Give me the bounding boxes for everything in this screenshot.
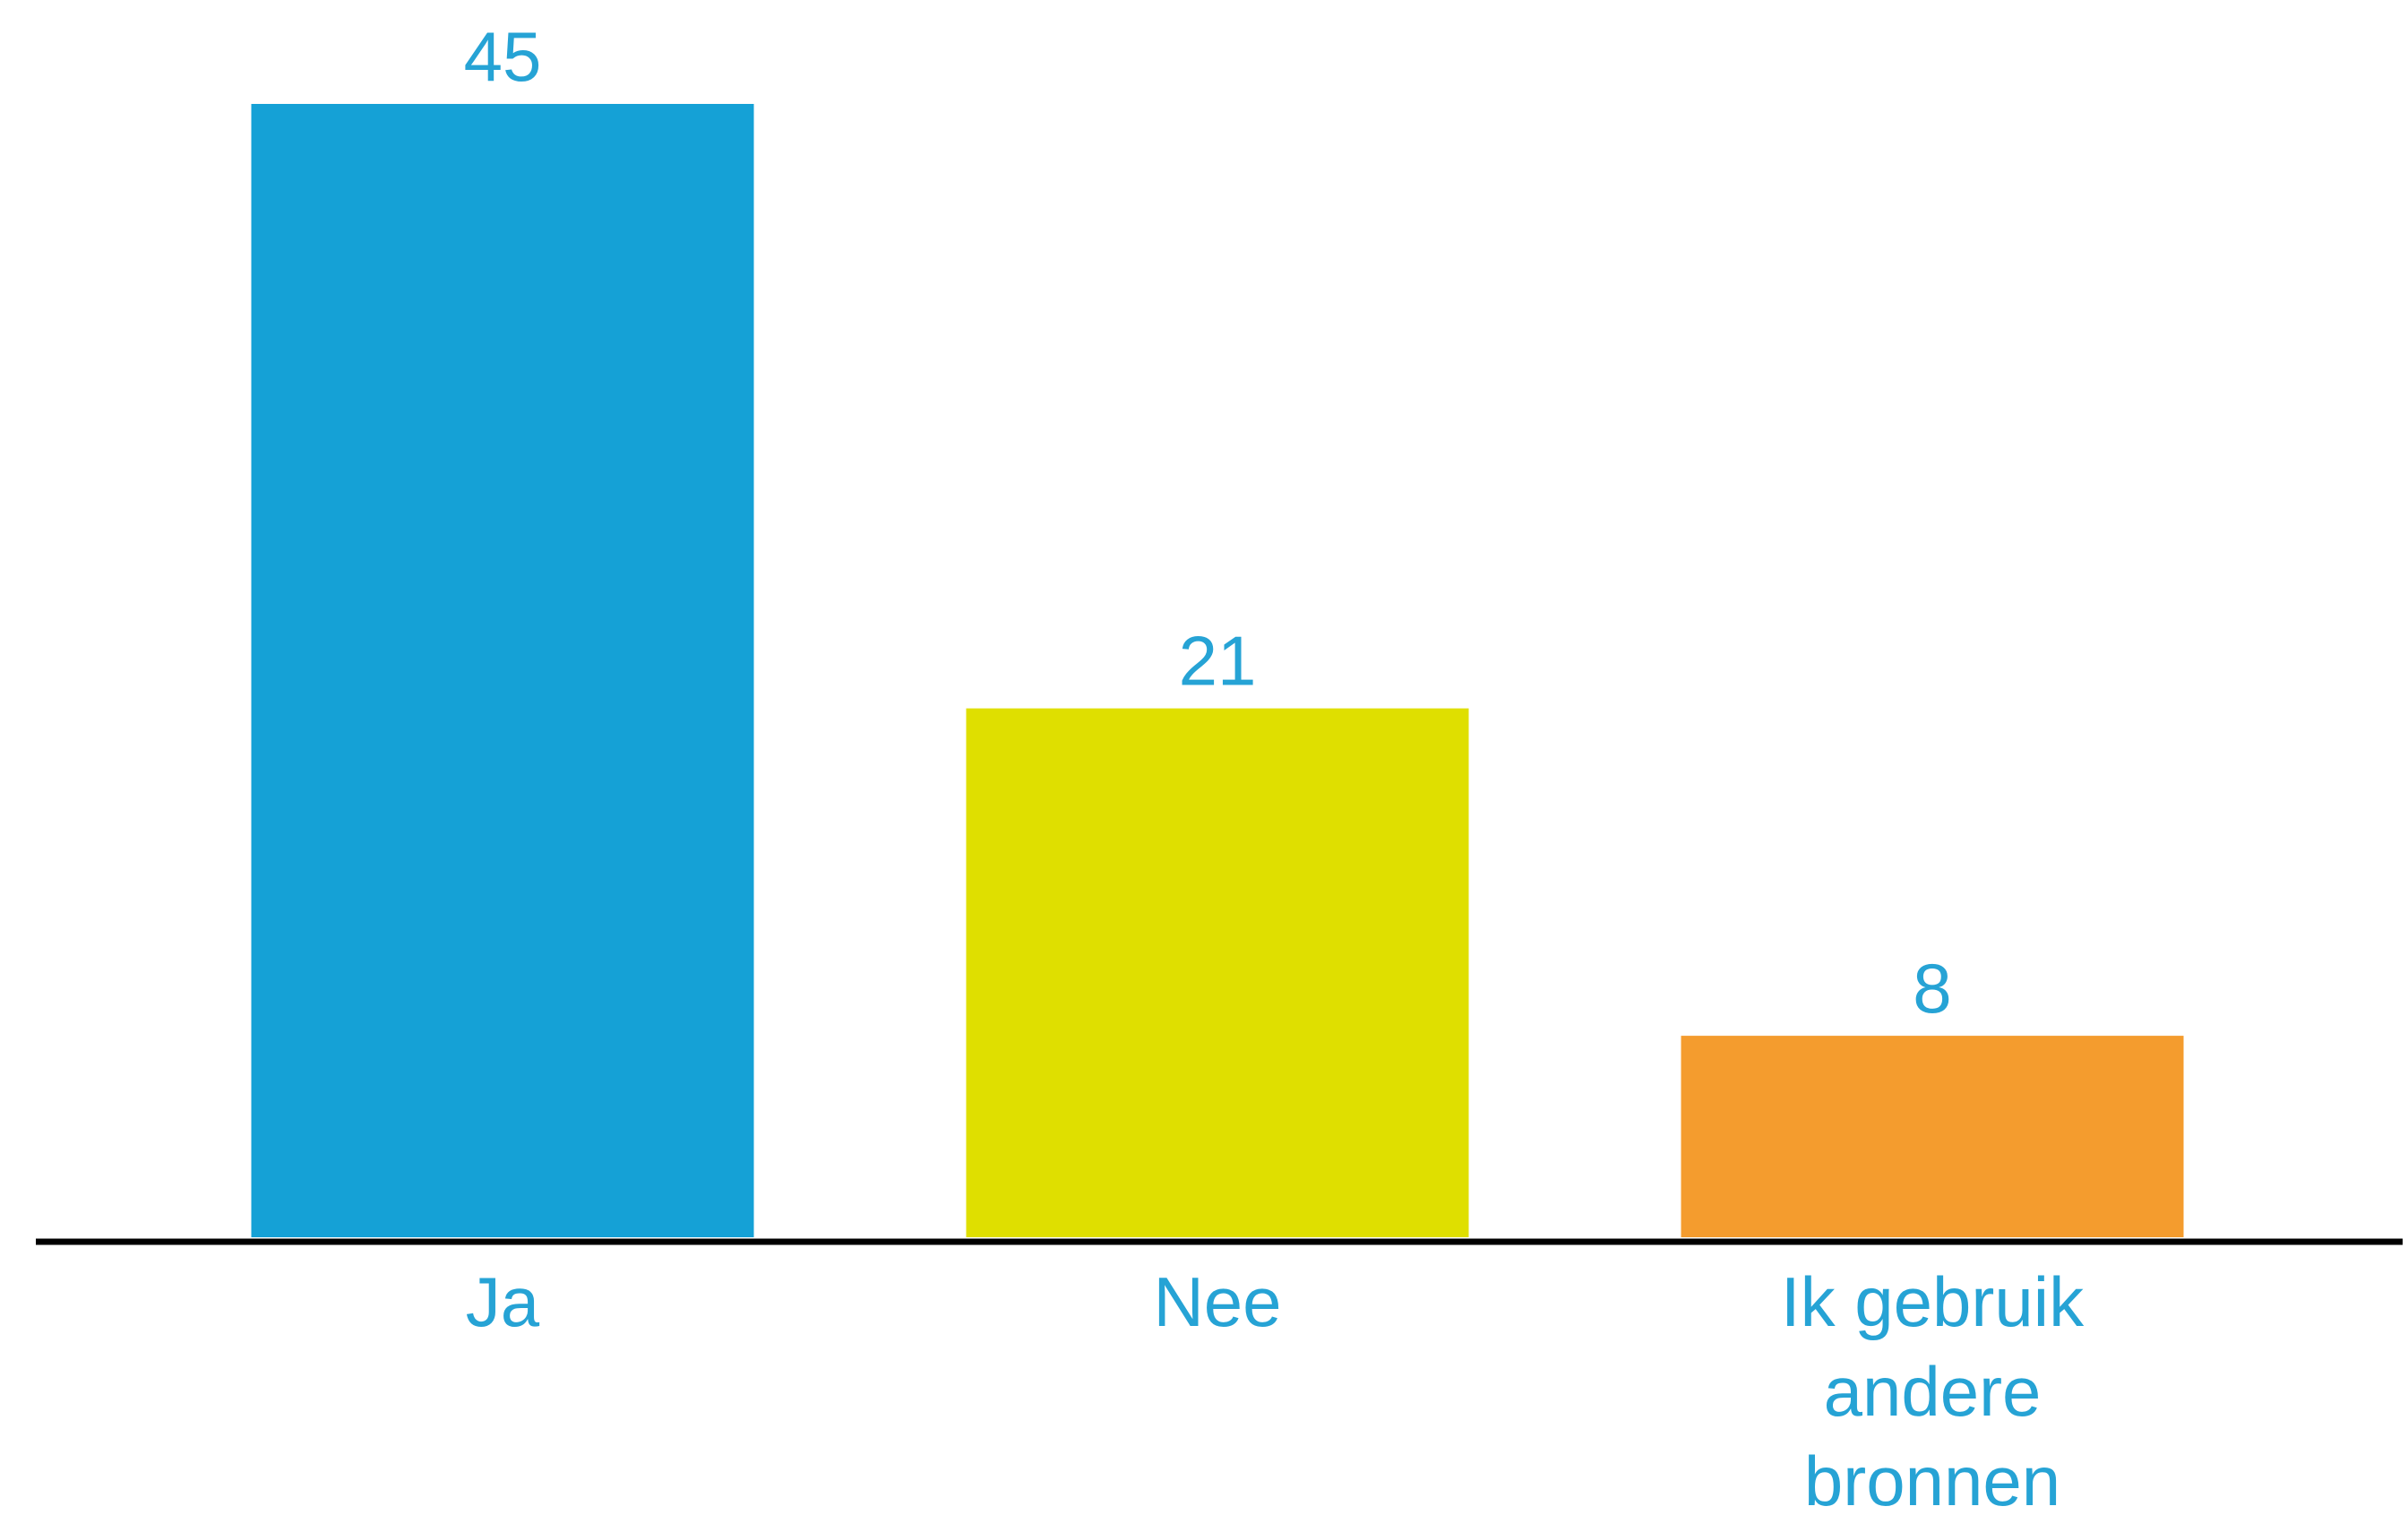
bar-1 (251, 104, 754, 1237)
value-label-3: 8 (1913, 949, 1951, 1028)
category-labels-group: Ja Nee Ik gebruik andere bronnen (466, 1262, 2085, 1515)
category-label-line: andere (1824, 1352, 2042, 1431)
category-label-1: Ja (466, 1262, 540, 1341)
category-label-line: bronnen (1804, 1442, 2060, 1515)
bar-2 (966, 708, 1469, 1237)
category-label-line: Ik gebruik (1781, 1262, 2085, 1341)
value-labels-group: 45 21 8 (464, 17, 1952, 1028)
category-label-2: Nee (1153, 1262, 1281, 1341)
value-label-1: 45 (464, 17, 542, 96)
bars-group (251, 104, 2184, 1237)
category-label-3: Ik gebruik andere bronnen (1781, 1262, 2085, 1515)
category-label-line: Nee (1153, 1262, 1281, 1341)
bar-3 (1681, 1036, 2184, 1237)
value-label-2: 21 (1179, 622, 1257, 701)
category-label-line: Ja (466, 1262, 540, 1341)
